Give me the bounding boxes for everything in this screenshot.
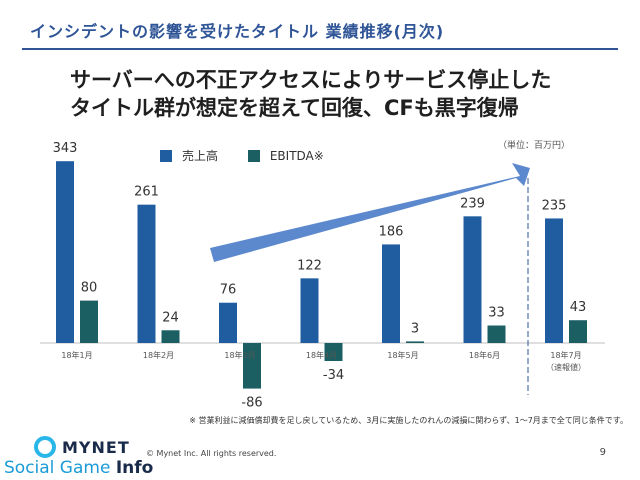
data-label-sales: 76 — [220, 283, 237, 298]
data-label-sales: 261 — [134, 185, 159, 200]
copyright: © Mynet Inc. All rights reserved. — [146, 449, 276, 458]
data-label-sales: 343 — [53, 141, 78, 156]
x-tick-label: 18年7月 — [550, 350, 581, 360]
x-tick-label: 18年1月 — [61, 350, 92, 360]
x-tick-label: 18年5月 — [387, 350, 418, 360]
data-label-ebitda: 43 — [570, 300, 587, 315]
x-tick-label: 18年3月 — [224, 350, 255, 360]
bar-chart: 3438018年1月2612418年2月76-8618年3月122-3418年4… — [0, 0, 640, 480]
bar-sales — [56, 161, 74, 343]
logo: MYNET Social Game Info — [4, 436, 144, 480]
bar-ebitda — [569, 320, 587, 343]
x-tick-label: 18年6月 — [469, 350, 500, 360]
bar-sales — [301, 278, 319, 343]
data-label-ebitda: 3 — [411, 321, 419, 336]
bar-ebitda — [162, 330, 180, 343]
bar-ebitda — [80, 301, 98, 343]
data-label-ebitda: 33 — [488, 306, 505, 321]
data-label-sales: 239 — [460, 196, 485, 211]
page-number: 9 — [600, 447, 606, 458]
bar-sales — [219, 303, 237, 343]
data-label-sales: 186 — [379, 224, 404, 239]
footnote: ※ 営業利益に減価償却費を足し戻しているため、3月に実施したのれんの減損に関わら… — [189, 415, 628, 426]
logo-ring-icon — [34, 436, 56, 458]
trend-arrow-icon — [210, 163, 530, 262]
data-label-ebitda: -34 — [323, 368, 344, 383]
logo-brand: MYNET — [62, 438, 130, 457]
logo-subtitle: Social Game Info — [4, 458, 153, 478]
data-label-ebitda: -86 — [241, 396, 262, 411]
x-tick-label: （速報値） — [546, 362, 586, 372]
bar-sales — [138, 205, 156, 343]
data-label-sales: 235 — [542, 198, 567, 213]
bar-sales — [545, 218, 563, 343]
x-tick-label: 18年4月 — [306, 350, 337, 360]
x-tick-label: 18年2月 — [143, 350, 174, 360]
data-label-ebitda: 80 — [81, 281, 98, 296]
bar-ebitda — [406, 341, 424, 343]
bar-ebitda — [488, 326, 506, 343]
bar-sales — [382, 244, 400, 343]
data-label-ebitda: 24 — [162, 310, 179, 325]
data-label-sales: 122 — [297, 258, 322, 273]
bar-ebitda — [243, 343, 261, 389]
bar-sales — [464, 216, 482, 343]
